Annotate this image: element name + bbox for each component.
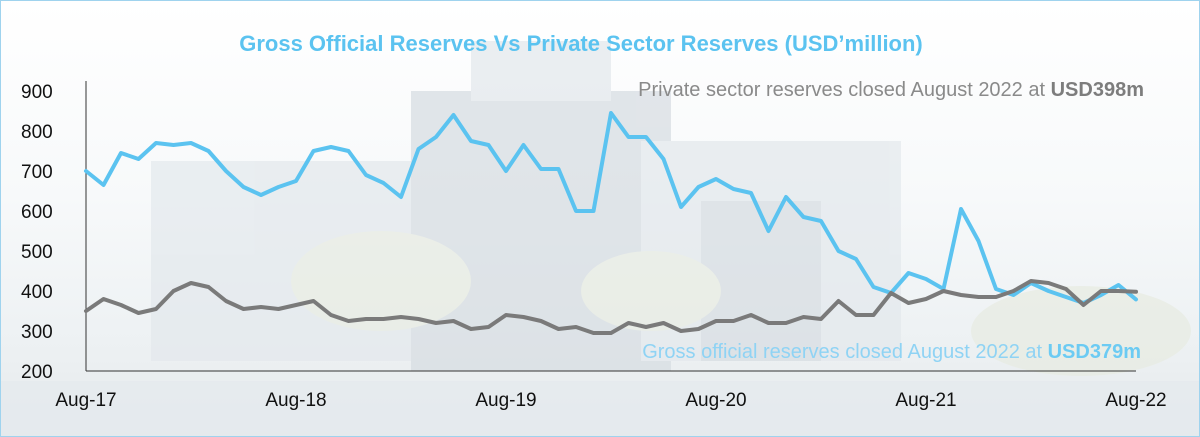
y-tick-label: 700 (21, 162, 53, 183)
gross-annotation-prefix: Gross official reserves closed August 20… (642, 341, 1047, 363)
y-tick-label: 500 (21, 242, 53, 263)
y-axis: 900 800 700 600 500 400 300 200 (21, 82, 53, 383)
gross-annotation-value: USD379m (1048, 341, 1141, 363)
series-layer (84, 111, 1138, 335)
y-tick-label: 400 (21, 282, 53, 303)
y-tick-label: 800 (21, 122, 53, 143)
chart-title: Gross Official Reserves Vs Private Secto… (239, 31, 923, 56)
x-tick-label: Aug-22 (1105, 390, 1166, 411)
private-annotation-value: USD398m (1051, 79, 1144, 101)
x-axis: Aug-17 Aug-18 Aug-19 Aug-20 Aug-21 Aug-22 (55, 390, 1166, 411)
gross-official-reserves-line (84, 111, 1138, 305)
gross-official-annotation: Gross official reserves closed August 20… (642, 341, 1141, 363)
y-tick-label: 200 (21, 362, 53, 383)
private-sector-reserves-line (84, 279, 1138, 335)
x-tick-label: Aug-20 (685, 390, 746, 411)
y-tick-label: 300 (21, 322, 53, 343)
x-tick-label: Aug-18 (265, 390, 326, 411)
y-tick-label: 900 (21, 82, 53, 103)
private-annotation-prefix: Private sector reserves closed August 20… (638, 79, 1050, 101)
y-tick-label: 600 (21, 202, 53, 223)
x-tick-label: Aug-17 (55, 390, 116, 411)
private-sector-annotation: Private sector reserves closed August 20… (638, 79, 1144, 101)
x-tick-label: Aug-19 (475, 390, 536, 411)
x-tick-label: Aug-21 (895, 390, 956, 411)
